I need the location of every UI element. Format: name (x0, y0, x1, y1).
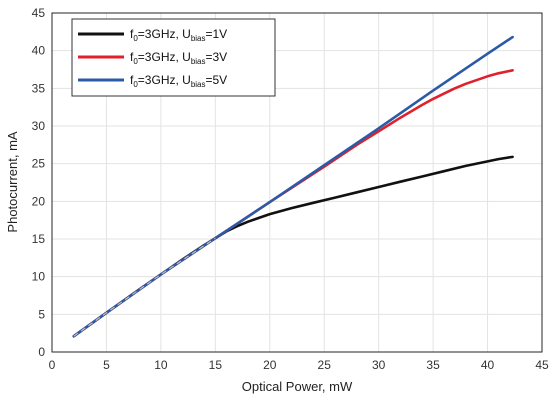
legend-text-u_sub: bias (191, 34, 206, 43)
legend-text-f_sub: 0 (133, 80, 138, 89)
legend-text-mid: =3GHz, U (138, 73, 191, 87)
x-tick-label: 5 (103, 358, 110, 372)
x-tick-label: 35 (426, 358, 440, 372)
legend-label-3: f0=3GHz, Ubias=5V (130, 73, 227, 89)
series-overlay-dash (73, 237, 216, 337)
x-tick-labels: 0 5 10 15 20 25 30 35 40 45 (49, 358, 549, 372)
y-tick-label: 5 (38, 307, 45, 321)
plot-frame (51, 12, 543, 353)
legend-text-f: f (130, 50, 134, 64)
x-tick-label: 0 (49, 358, 56, 372)
y-tick-label: 0 (38, 345, 45, 359)
x-tick-label: 10 (154, 358, 168, 372)
legend-text-u_sub: bias (191, 80, 206, 89)
series-lines (72, 35, 514, 338)
y-tick-label: 40 (32, 44, 46, 58)
y-tick-label: 30 (32, 119, 46, 133)
y-tick-label: 20 (32, 194, 46, 208)
legend-text-f_sub: 0 (133, 34, 138, 43)
legend-text-f: f (130, 27, 134, 41)
x-tick-label: 25 (318, 358, 332, 372)
y-tick-label: 35 (32, 81, 46, 95)
y-axis-label: Photocurrent, mA (5, 131, 20, 232)
legend-text-f_sub: 0 (133, 57, 138, 66)
x-tick-label: 40 (481, 358, 495, 372)
y-tick-label: 15 (32, 232, 46, 246)
x-tick-label: 20 (263, 358, 277, 372)
x-tick-label: 30 (372, 358, 386, 372)
x-tick-label: 45 (535, 358, 549, 372)
legend-label-1: f0=3GHz, Ubias=1V (130, 27, 227, 43)
legend-text-f: f (130, 73, 134, 87)
y-tick-label: 10 (32, 270, 46, 284)
legend-text-tail: =3V (206, 50, 228, 64)
legend-text-tail: =5V (206, 73, 228, 87)
legend-text-tail: =1V (206, 27, 228, 41)
legend-text-mid: =3GHz, U (138, 50, 191, 64)
x-axis-label: Optical Power, mW (242, 379, 353, 394)
legend-label-2: f0=3GHz, Ubias=3V (130, 50, 227, 66)
legend-text-mid: =3GHz, U (138, 27, 191, 41)
x-tick-label: 15 (209, 358, 223, 372)
y-tick-labels: 0 5 10 15 20 25 30 35 40 45 (32, 6, 46, 359)
legend-text-u_sub: bias (191, 57, 206, 66)
y-tick-label: 25 (32, 157, 46, 171)
y-tick-label: 45 (32, 6, 46, 20)
